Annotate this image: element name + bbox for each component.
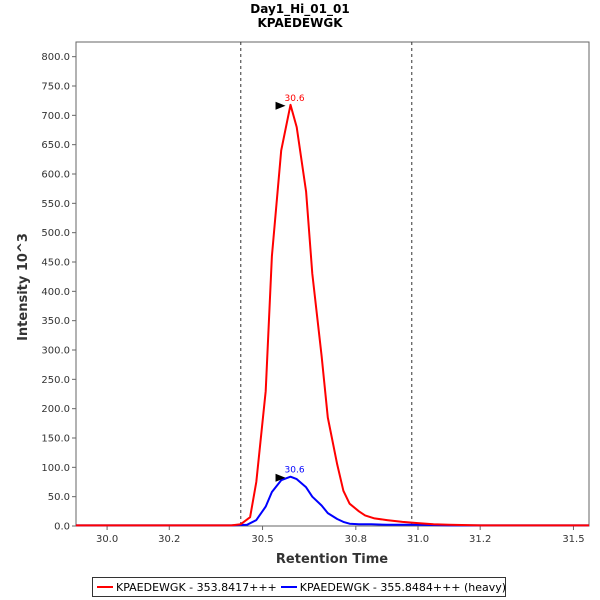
chart-title: Day1_Hi_01_01 <box>250 2 349 17</box>
legend-swatch-light <box>97 586 113 588</box>
x-tick-label: 31.5 <box>562 534 584 545</box>
peak-marker-arrow <box>275 473 286 482</box>
x-tick-label: 31.2 <box>469 534 491 545</box>
x-axis-ticks: 30.0 30.2 30.5 30.8 31.0 31.2 31.5 <box>96 526 585 545</box>
peak-label-light: 30.6 <box>285 94 305 104</box>
peak-label-heavy: 30.6 <box>285 466 305 476</box>
legend-label-light: KPAEDEWGK - 353.8417+++ <box>116 580 277 594</box>
x-tick-label: 30.5 <box>251 534 273 545</box>
y-tick-label: 0.0 <box>54 522 70 533</box>
legend-item-heavy: KPAEDEWGK - 355.8484+++ (heavy) <box>280 580 507 594</box>
y-tick-label: 200.0 <box>41 404 70 415</box>
peak-annotations: 30.6 30.6 <box>275 94 305 482</box>
series-layer <box>76 103 589 527</box>
legend-label-heavy: KPAEDEWGK - 355.8484+++ (heavy) <box>299 580 507 594</box>
y-axis-label: Intensity 10^3 <box>16 233 31 341</box>
x-tick-label: 30.2 <box>158 534 180 545</box>
integration-bounds <box>240 42 413 526</box>
peak-marker-arrow <box>275 101 286 110</box>
y-tick-label: 750.0 <box>41 82 70 93</box>
x-tick-label: 31.0 <box>407 534 429 545</box>
y-tick-label: 700.0 <box>41 111 70 122</box>
y-tick-label: 50.0 <box>48 492 70 503</box>
legend-swatch-heavy <box>280 586 297 588</box>
y-tick-label: 100.0 <box>41 463 70 474</box>
y-tick-label: 600.0 <box>41 170 70 181</box>
x-axis-label: Retention Time <box>276 552 388 567</box>
legend: KPAEDEWGK - 353.8417+++ KPAEDEWGK - 355.… <box>92 577 506 597</box>
y-tick-label: 150.0 <box>41 434 70 445</box>
legend-item-light: KPAEDEWGK - 353.8417+++ <box>97 581 277 594</box>
chart-subtitle: KPAEDEWGK <box>257 16 343 30</box>
x-tick-label: 30.8 <box>345 534 367 545</box>
y-tick-label: 350.0 <box>41 316 70 327</box>
y-axis-ticks: 0.0 50.0 100.0 150.0 200.0 250.0 300.0 350.0 400… <box>41 52 76 533</box>
y-tick-label: 550.0 <box>41 199 70 210</box>
plot-area <box>75 41 590 527</box>
y-tick-label: 450.0 <box>41 258 70 269</box>
y-tick-label: 400.0 <box>41 287 70 298</box>
y-tick-label: 800.0 <box>41 52 70 63</box>
x-tick-label: 30.0 <box>96 534 118 545</box>
y-tick-label: 500.0 <box>41 228 70 239</box>
y-tick-label: 650.0 <box>41 140 70 151</box>
y-tick-label: 250.0 <box>41 375 70 386</box>
series-line-light <box>76 103 589 527</box>
y-tick-label: 300.0 <box>41 346 70 357</box>
